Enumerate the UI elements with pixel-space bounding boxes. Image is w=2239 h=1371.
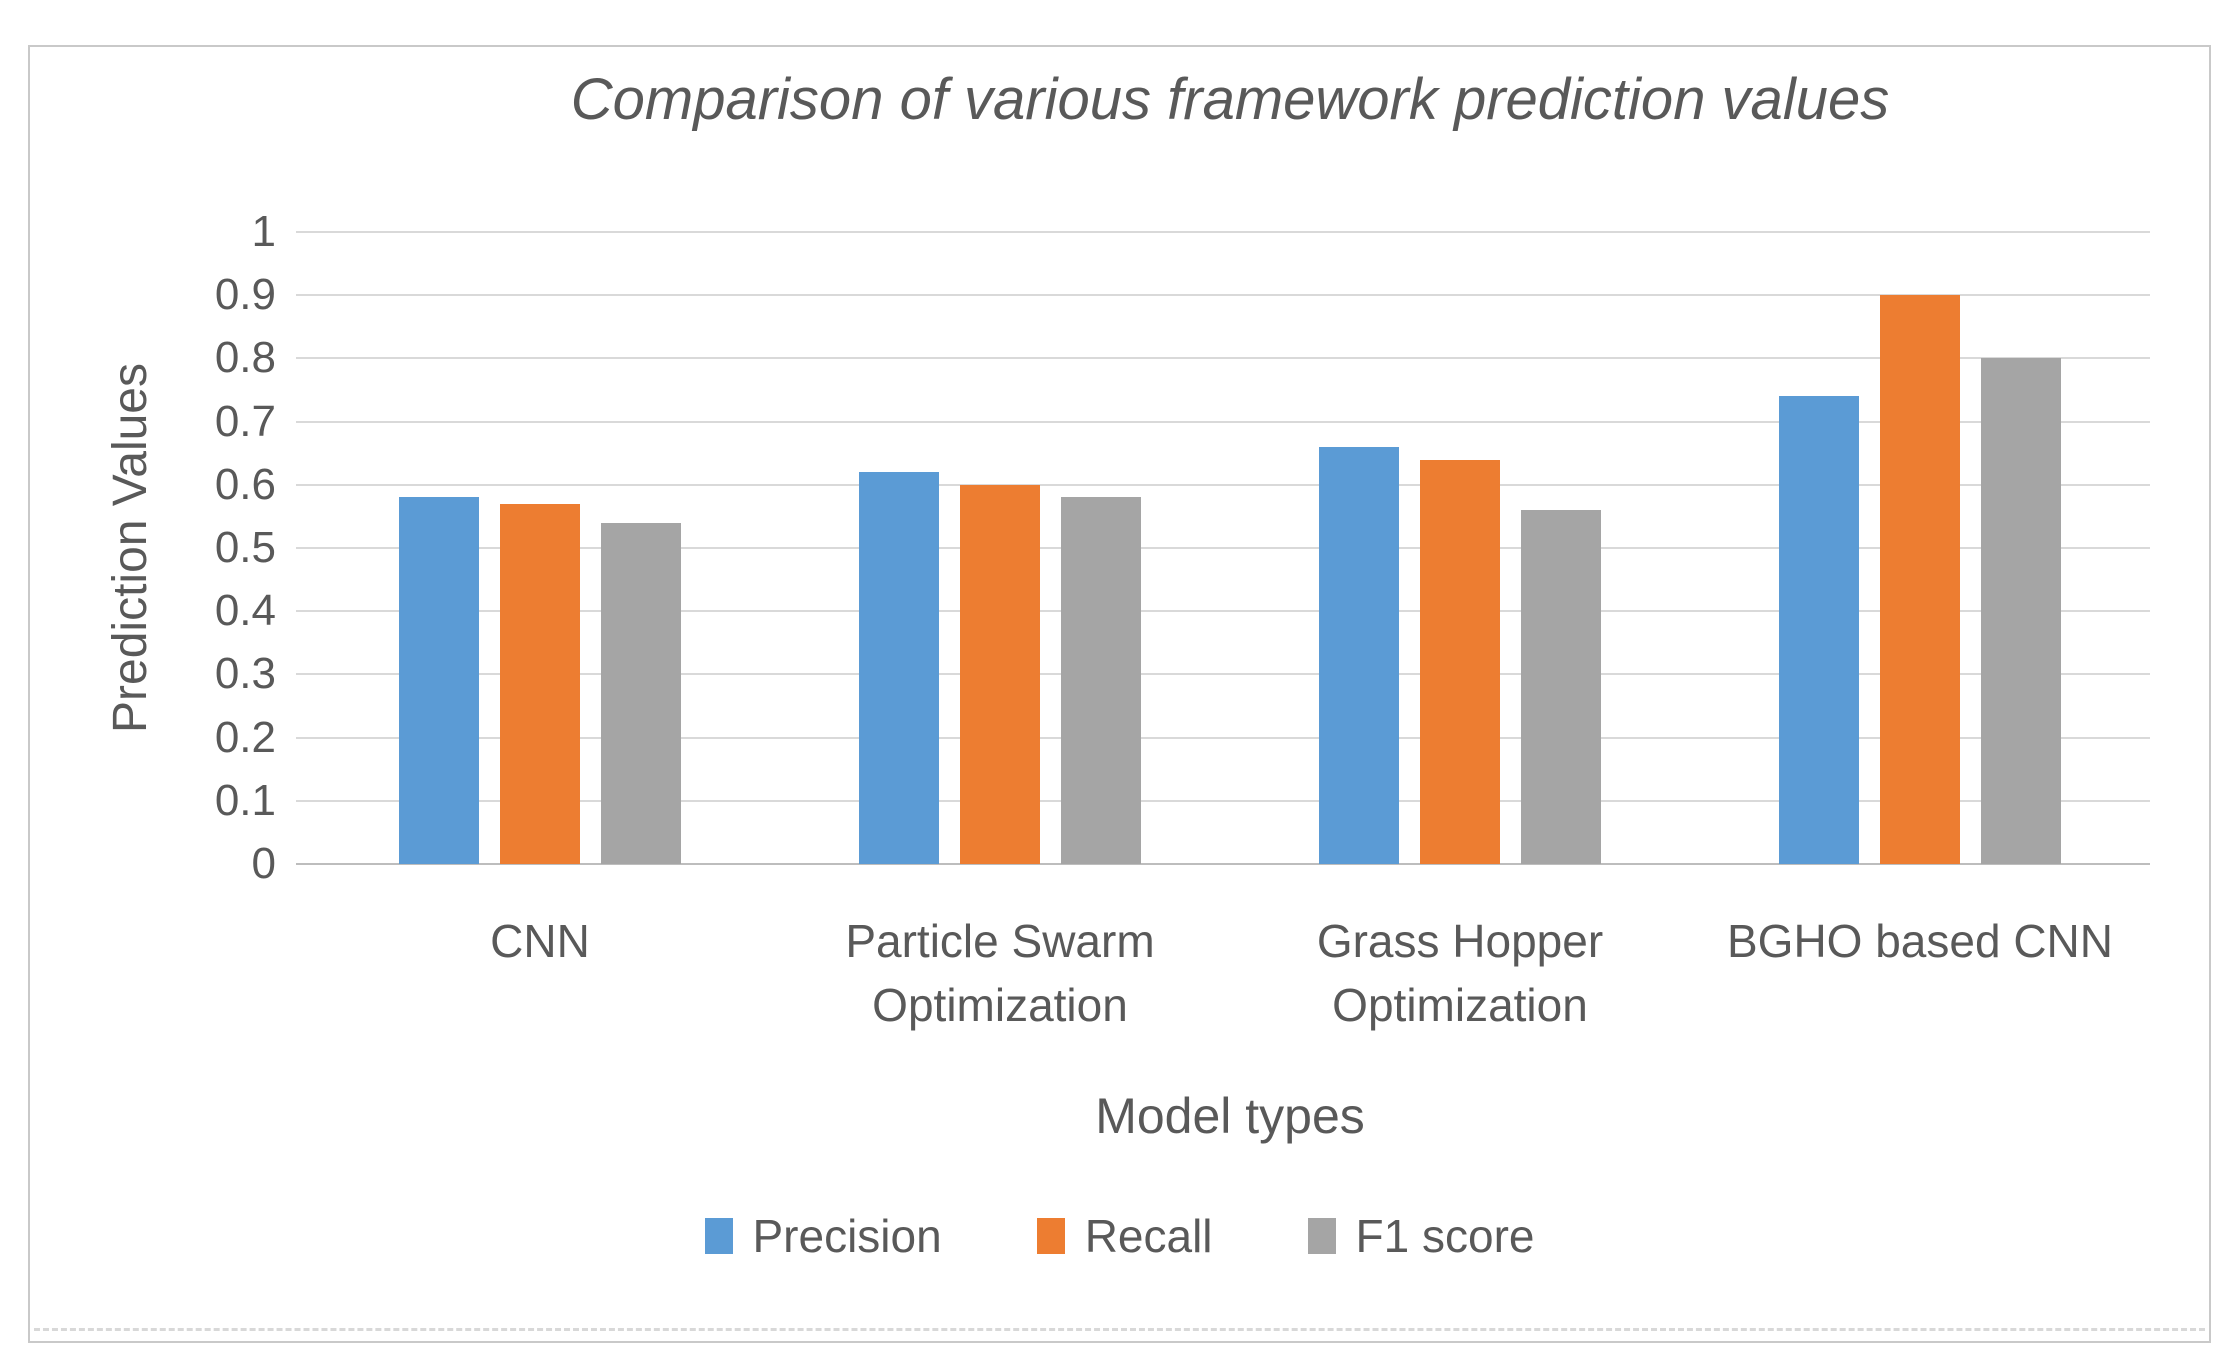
y-tick-label: 0.5 (214, 523, 276, 572)
gridline (296, 294, 2150, 297)
gridline (296, 483, 2150, 486)
page-break-dashed-line (34, 1328, 2205, 1331)
bar-groups (310, 232, 2150, 864)
x-category-label-grass-hopper-optimization: Grass Hopper Optimization (1316, 915, 1604, 1031)
bar-group-particle-swarm-optimization (770, 232, 1230, 864)
legend-item-precision: Precision (704, 1209, 942, 1263)
y-tick-label: 0.7 (214, 396, 276, 446)
bar-recall-cnn (500, 503, 580, 864)
bar-precision-bgho-based-cnn (1779, 396, 1859, 864)
gridline (296, 420, 2150, 423)
bar-precision-cnn (399, 497, 479, 864)
y-tick-label: 0 (251, 839, 276, 888)
bar-f1-score-grass-hopper-optimization (1521, 510, 1601, 864)
bar-group-cnn (310, 232, 770, 864)
y-tick-label: 0.3 (214, 649, 276, 699)
bar-f1-score-particle-swarm-optimization (1061, 497, 1141, 864)
gridline (296, 357, 2150, 360)
bar-f1-score-cnn (601, 522, 681, 864)
x-category-label-particle-swarm-optimization: Particle Swarm Optimization (845, 915, 1155, 1031)
legend-swatch-icon-f1-score (1307, 1218, 1336, 1254)
bar-f1-score-bgho-based-cnn (1981, 358, 2061, 864)
x-category-label-cnn: CNN (490, 915, 590, 967)
legend-label-precision: Precision (752, 1210, 942, 1262)
bar-recall-grass-hopper-optimization (1420, 459, 1500, 864)
gridline (296, 610, 2150, 613)
y-tick-label: 0.2 (214, 712, 276, 762)
x-category-label-bgho-based-cnn: BGHO based CNN (1726, 915, 2113, 967)
x-axis-baseline (296, 863, 2150, 865)
legend-label-f1-score: F1 score (1355, 1210, 1535, 1262)
legend-swatch-icon-precision (704, 1218, 733, 1254)
chart-frame: Comparison of various framework predicti… (28, 45, 2211, 1343)
y-axis-title-text: Prediction Values (103, 363, 157, 733)
legend-item-recall: Recall (1036, 1209, 1213, 1263)
y-tick-label: 0.4 (214, 586, 276, 636)
bar-recall-bgho-based-cnn (1880, 295, 1960, 864)
legend-label-recall: Recall (1084, 1210, 1213, 1262)
legend: Precision Recall F1 score (30, 1209, 2209, 1263)
bar-group-bgho-based-cnn (1690, 232, 2150, 864)
y-tick-label: 0.9 (214, 270, 276, 320)
legend-swatch-icon-recall (1036, 1218, 1065, 1254)
gridline (296, 231, 2150, 233)
y-tick-label: 1 (251, 207, 276, 256)
gridline (296, 799, 2150, 802)
x-category-labels: CNN Particle Swarm Optimization Grass Hopp… (310, 909, 2150, 1037)
y-tick-label: 0.6 (214, 459, 276, 509)
gridline (296, 547, 2150, 549)
y-axis-title: Prediction Values (95, 232, 165, 864)
bar-precision-grass-hopper-optimization (1319, 446, 1399, 864)
y-tick-label: 0.1 (214, 775, 276, 825)
chart-title: Comparison of various framework predicti… (570, 67, 1890, 132)
gridline (296, 736, 2150, 739)
bar-group-grass-hopper-optimization (1230, 232, 1690, 864)
bar-precision-particle-swarm-optimization (859, 472, 939, 864)
gridline (296, 673, 2150, 676)
y-tick-label: 0.8 (214, 333, 276, 383)
legend-item-f1-score: F1 score (1307, 1209, 1535, 1263)
x-axis-title: Model types (1095, 1088, 1365, 1144)
bar-recall-particle-swarm-optimization (960, 484, 1040, 864)
plot-area: Prediction Values 0 0.1 0.2 0.3 0.4 0.5 0.6 0.7… (104, 207, 2150, 888)
